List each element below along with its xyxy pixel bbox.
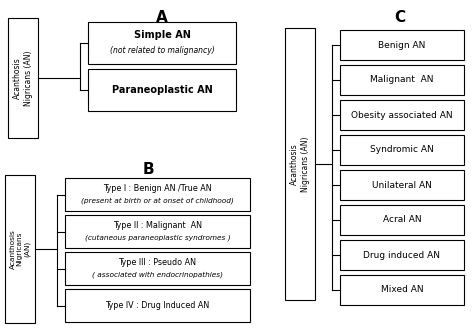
Text: B: B (142, 162, 154, 177)
Text: Acral AN: Acral AN (383, 215, 421, 224)
Bar (340, 240, 464, 270)
Text: Type II : Malignant  AN: Type II : Malignant AN (113, 221, 202, 230)
Text: Acanthosis
Nigricans
(AN): Acanthosis Nigricans (AN) (10, 229, 30, 269)
Text: Acanthosis
Nigricans (AN): Acanthosis Nigricans (AN) (13, 50, 33, 106)
Text: (not related to malignancy): (not related to malignancy) (109, 46, 214, 55)
Text: Malignant  AN: Malignant AN (370, 76, 434, 85)
Text: Benign AN: Benign AN (378, 41, 426, 50)
Bar (5, 175, 35, 323)
Text: Type I : Benign AN /True AN: Type I : Benign AN /True AN (103, 184, 212, 193)
Bar (340, 65, 464, 95)
Text: A: A (156, 10, 168, 25)
Bar (65, 178, 250, 211)
Text: Paraneoplastic AN: Paraneoplastic AN (111, 85, 212, 95)
Text: Mixed AN: Mixed AN (381, 285, 423, 294)
Bar (340, 170, 464, 200)
Bar (340, 275, 464, 305)
Bar (8, 18, 38, 138)
Bar (285, 28, 315, 300)
Text: Obesity associated AN: Obesity associated AN (351, 111, 453, 120)
Text: Acanthosis
Nigricans (AN): Acanthosis Nigricans (AN) (290, 136, 310, 192)
Text: Type III : Pseudo AN: Type III : Pseudo AN (118, 258, 197, 267)
Bar (340, 135, 464, 165)
Bar (340, 30, 464, 60)
Bar (65, 215, 250, 248)
Text: Unilateral AN: Unilateral AN (372, 180, 432, 189)
Bar (340, 205, 464, 235)
Text: ( associated with endocrinopathies): ( associated with endocrinopathies) (92, 271, 223, 278)
Bar (65, 289, 250, 322)
Bar (88, 69, 236, 111)
Bar (340, 100, 464, 130)
Text: (present at birth or at onset of childhood): (present at birth or at onset of childho… (81, 197, 234, 204)
Text: Type IV : Drug Induced AN: Type IV : Drug Induced AN (105, 301, 210, 310)
Text: (cutaneous paraneoplastic syndromes ): (cutaneous paraneoplastic syndromes ) (85, 234, 230, 241)
Text: Drug induced AN: Drug induced AN (364, 250, 440, 259)
Bar (65, 252, 250, 285)
Bar (88, 22, 236, 64)
Text: Simple AN: Simple AN (134, 30, 191, 40)
Text: Syndromic AN: Syndromic AN (370, 146, 434, 155)
Text: C: C (394, 10, 406, 25)
